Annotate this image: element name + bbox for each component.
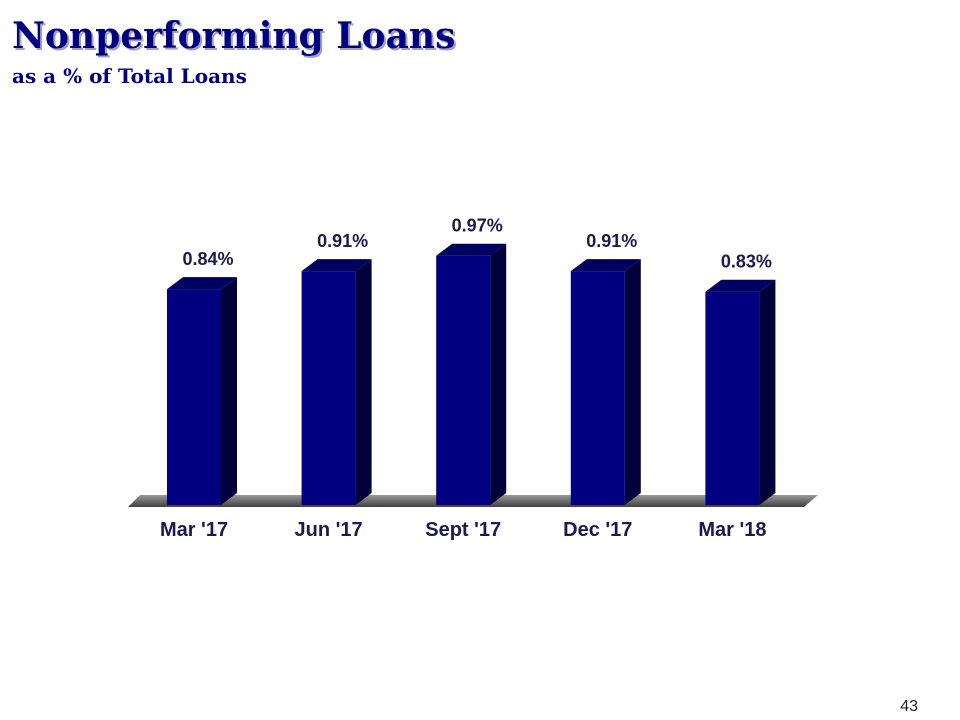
x-tick-label: Jun '17 <box>295 519 363 541</box>
x-tick-label: Mar '17 <box>160 519 228 541</box>
page-number: 43 <box>900 698 918 715</box>
value-label: 0.84% <box>182 249 233 269</box>
bar-side <box>221 277 237 505</box>
plot: 0.84% Mar '17 0.91% Jun '17 0.97% Sept '17 0.9… <box>160 216 776 541</box>
bar-top <box>301 259 372 272</box>
bar-side <box>759 279 776 505</box>
bar-top <box>705 279 776 292</box>
x-tick-label: Mar '18 <box>698 519 766 541</box>
chart-title: Nonperforming Loans <box>12 15 455 57</box>
chart-subtitle: as a % of Total Loans <box>12 64 247 88</box>
bar-side <box>624 259 641 505</box>
bar-top <box>167 277 237 290</box>
bar <box>301 271 356 505</box>
bar-side <box>355 259 372 505</box>
bar <box>570 271 625 505</box>
bar-top <box>436 243 507 256</box>
bar-side <box>490 243 507 505</box>
value-label: 0.97% <box>452 216 503 236</box>
bar <box>436 255 491 505</box>
bar-top <box>570 259 641 272</box>
x-tick-label: Dec '17 <box>563 519 632 541</box>
x-tick-label: Sept '17 <box>425 519 501 541</box>
value-label: 0.83% <box>721 252 772 272</box>
value-label: 0.91% <box>317 231 368 251</box>
bar <box>705 291 760 505</box>
bar <box>167 289 221 505</box>
title-shadow: Nonperforming Loans <box>14 17 457 59</box>
value-label: 0.91% <box>586 231 637 251</box>
